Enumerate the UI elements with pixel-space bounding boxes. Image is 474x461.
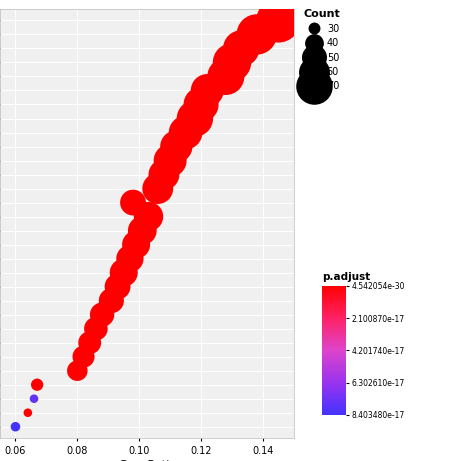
Point [191,115,199,122]
Point [114,283,121,290]
Point [30,395,38,402]
X-axis label: GeneRatio: GeneRatio [118,460,176,461]
Point [24,409,32,416]
Point [138,227,146,234]
Point [228,59,236,66]
Point [237,45,245,52]
Point [92,325,100,332]
Point [126,255,134,262]
Legend: 30, 40, 50, 60, 70: 30, 40, 50, 60, 70 [303,10,340,91]
Point [80,353,87,361]
Point [222,73,229,80]
Point [86,339,93,346]
Point [145,213,152,220]
Point [182,129,190,136]
Text: p.adjust: p.adjust [322,272,371,282]
Point [274,17,282,24]
Point [253,31,261,38]
Point [154,185,162,192]
Point [120,269,128,276]
Point [203,87,211,94]
Point [197,101,205,108]
Point [12,423,19,431]
Point [108,297,115,304]
Point [73,367,81,374]
Point [166,157,174,164]
Point [33,381,41,389]
Point [173,143,180,150]
Point [160,171,168,178]
Point [132,241,140,248]
Point [129,199,137,206]
Point [98,311,106,319]
